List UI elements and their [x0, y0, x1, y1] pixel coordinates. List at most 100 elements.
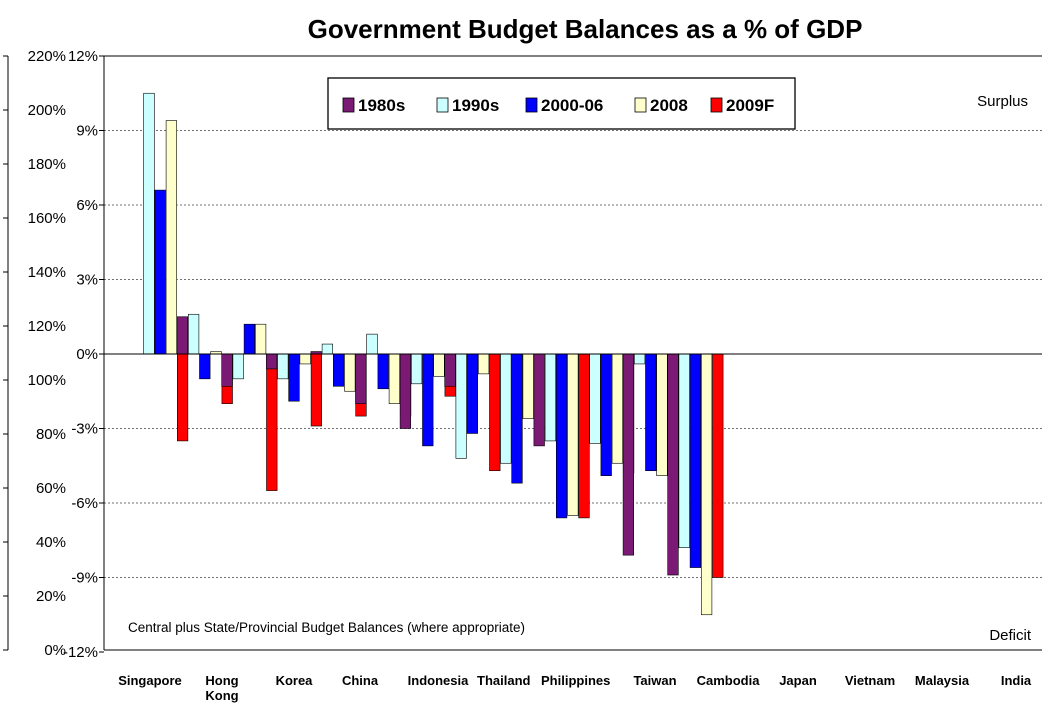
left-axis-tick-label: 200% [28, 102, 66, 119]
chart-title: Government Budget Balances as a % of GDP [308, 14, 863, 44]
category-label: Singapore [118, 673, 182, 688]
y-tick-label: 0% [76, 346, 98, 363]
y-tick-label: 9% [76, 123, 98, 140]
bar-2000-06-philippines [422, 353, 434, 447]
bar-1990s-cambodia [500, 353, 512, 464]
bar-2009f-china [310, 353, 323, 427]
category-label: India [1001, 673, 1032, 688]
bar-2008-china [299, 353, 311, 365]
bar-2009f-india [712, 353, 724, 578]
bar-1980s-hong-kong [176, 316, 189, 355]
bar-2008-philippines [433, 353, 445, 377]
legend-swatch [710, 97, 723, 113]
bar-2000-06-china [288, 353, 300, 402]
bar-2008-korea [255, 323, 267, 355]
bar-2008-taiwan [477, 353, 490, 375]
category-label: Taiwan [633, 673, 676, 688]
bar-1990s-china [277, 353, 289, 380]
bar-1980s-taiwan [444, 353, 456, 387]
bar-2008-japan [567, 353, 579, 516]
bar-2000-06-singapore [154, 189, 166, 355]
bars [143, 92, 724, 616]
bar-1990s-hong-kong [188, 313, 200, 355]
category-label: Thailand [477, 673, 531, 688]
left-axis-tick-label: 220% [28, 48, 66, 65]
legend-label: 2008 [650, 96, 688, 115]
left-axis-tick-label: 40% [36, 534, 66, 551]
legend-label: 2000-06 [541, 96, 603, 115]
y-tick-label: 6% [76, 197, 98, 214]
bar-1980s-india [667, 353, 679, 576]
legend-label: 2009F [726, 96, 774, 115]
bar-2008-cambodia [522, 353, 534, 419]
category-label: Vietnam [845, 673, 895, 688]
bar-2008-thailand [388, 353, 401, 404]
y-tick-label: -6% [71, 495, 98, 512]
bar-1980s-thailand [355, 353, 367, 404]
bar-1980s-china [265, 353, 278, 370]
left-axis-tick-label: 160% [28, 210, 66, 227]
surplus-label: Surplus [977, 93, 1028, 110]
y-tick-label: -12% [63, 644, 98, 661]
category-label: Korea [276, 673, 314, 688]
bar-1990s-indonesia [321, 343, 334, 355]
category-label: Hong Kong [205, 673, 238, 703]
bar-2000-06-japan [555, 353, 568, 519]
bar-1990s-vietnam [589, 353, 601, 444]
bar-2008-indonesia [344, 353, 356, 392]
left-axis-tick-label: 0% [44, 642, 66, 659]
bar-1990s-india [678, 353, 690, 548]
axes [3, 55, 1042, 653]
left-axis-tick-label: 60% [36, 480, 66, 497]
deficit-label: Deficit [989, 627, 1032, 644]
bar-2000-06-india [689, 353, 701, 568]
bar-2000-06-thailand [377, 353, 389, 390]
legend-swatch [436, 97, 449, 113]
bar-2000-06-hong-kong [199, 353, 211, 380]
bar-2009f-taiwan [489, 353, 501, 472]
bar-1990s-taiwan [455, 353, 467, 459]
legend-label: 1980s [358, 96, 405, 115]
bar-2008-india [700, 353, 713, 616]
legend-swatch [634, 97, 647, 113]
bar-1990s-malaysia [633, 353, 646, 365]
left-axis-tick-label: 180% [28, 156, 66, 173]
bar-2009f-japan [578, 353, 590, 519]
left-axis-tick-label: 20% [36, 588, 66, 605]
legend-swatch [525, 97, 538, 113]
category-label: China [342, 673, 379, 688]
legend-label: 1990s [452, 96, 499, 115]
bar-1980s-japan [533, 353, 545, 447]
bar-1980s-philippines [399, 353, 412, 429]
bar-2009f-singapore [177, 353, 189, 442]
y-tick-label: 12% [68, 48, 98, 65]
left-axis-tick-label: 100% [28, 372, 66, 389]
bar-1980s-malaysia [622, 353, 634, 556]
bar-1990s-philippines [410, 353, 423, 385]
category-label: Japan [779, 673, 817, 688]
y-tick-label: -9% [71, 570, 98, 587]
category-label: Cambodia [697, 673, 761, 688]
bar-2000-06-taiwan [466, 353, 479, 434]
bar-2008-malaysia [656, 353, 668, 476]
bar-1990s-japan [544, 353, 556, 442]
left-axis-tick-label: 120% [28, 318, 66, 335]
bar-2000-06-cambodia [511, 353, 523, 484]
category-labels: Singapore Hong Kong Korea China Indonesia Thai… [118, 673, 1032, 703]
bar-1980s-korea [221, 353, 233, 387]
bar-2000-06-malaysia [645, 353, 657, 472]
legend-swatch [342, 97, 355, 113]
bar-2000-06-vietnam [600, 353, 612, 476]
bar-1990s-thailand [366, 333, 378, 355]
y-tick-label: 3% [76, 272, 98, 289]
legend: 1980s 1990s 2000-06 2008 2009F [327, 77, 796, 130]
bar-2000-06-korea [243, 323, 256, 355]
left-axis-tick-label: 140% [28, 264, 66, 281]
budget-note: Central plus State/Provincial Budget Bal… [128, 620, 525, 635]
y-tick-label: -3% [71, 421, 98, 438]
bar-2000-06-indonesia [332, 353, 345, 387]
category-label: Philippines [541, 673, 610, 688]
left-axis-tick-label: 80% [36, 426, 66, 443]
tick-labels: -12% -9% -6% -3% 0% 3% 6% 9% 12% 0% 20% 40% 60% 80% 10… [28, 48, 98, 661]
